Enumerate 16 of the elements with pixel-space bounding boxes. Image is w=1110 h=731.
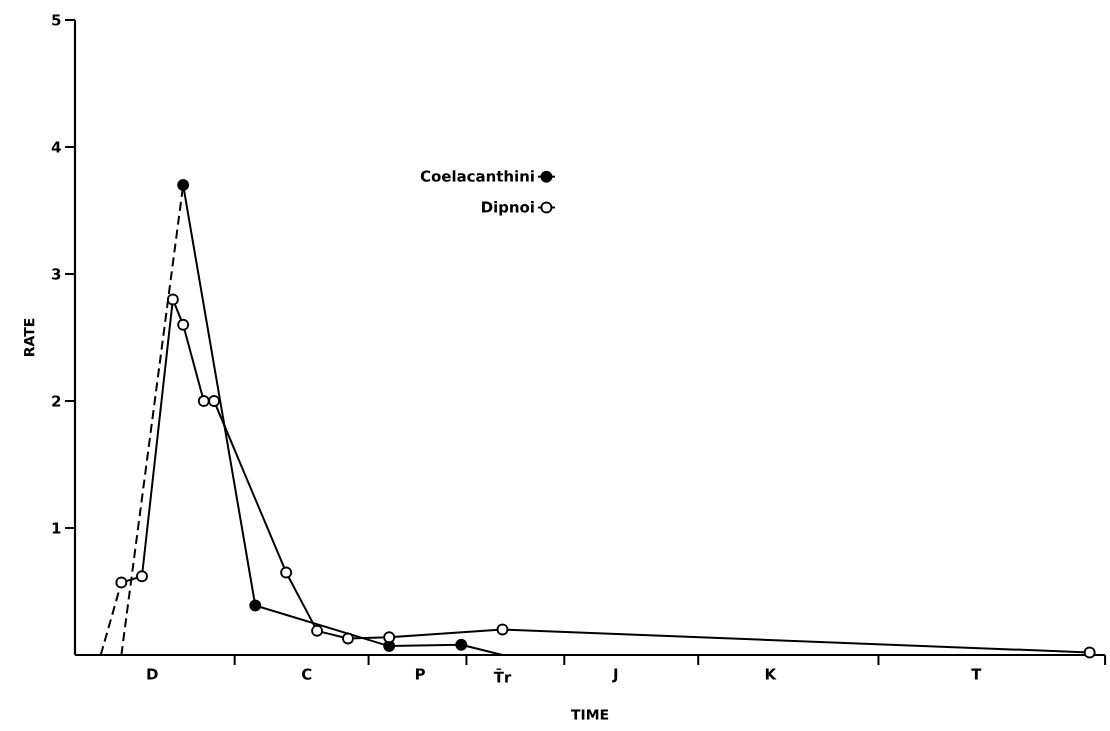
y-tick-label: 2 bbox=[52, 395, 61, 407]
x-tick-label: K bbox=[765, 668, 777, 680]
x-tick-label: T bbox=[971, 668, 982, 680]
y-tick-label: 5 bbox=[52, 14, 61, 26]
x-tick-label: P bbox=[415, 668, 425, 680]
x-axis-title: TIME bbox=[571, 709, 609, 720]
y-tick-label: 1 bbox=[52, 522, 61, 534]
y-axis-title: RATE bbox=[24, 318, 35, 356]
y-tick-label: 3 bbox=[52, 268, 61, 280]
x-tick-label: C bbox=[302, 668, 312, 680]
legend-label: Dipnoi bbox=[482, 201, 534, 216]
x-tick-label: J bbox=[612, 668, 618, 683]
legend-label: Coelacanthini bbox=[420, 170, 534, 182]
y-tick-label: 4 bbox=[51, 141, 61, 153]
x-tick-label: T̄r bbox=[493, 668, 512, 683]
x-tick-label: D bbox=[147, 668, 158, 680]
